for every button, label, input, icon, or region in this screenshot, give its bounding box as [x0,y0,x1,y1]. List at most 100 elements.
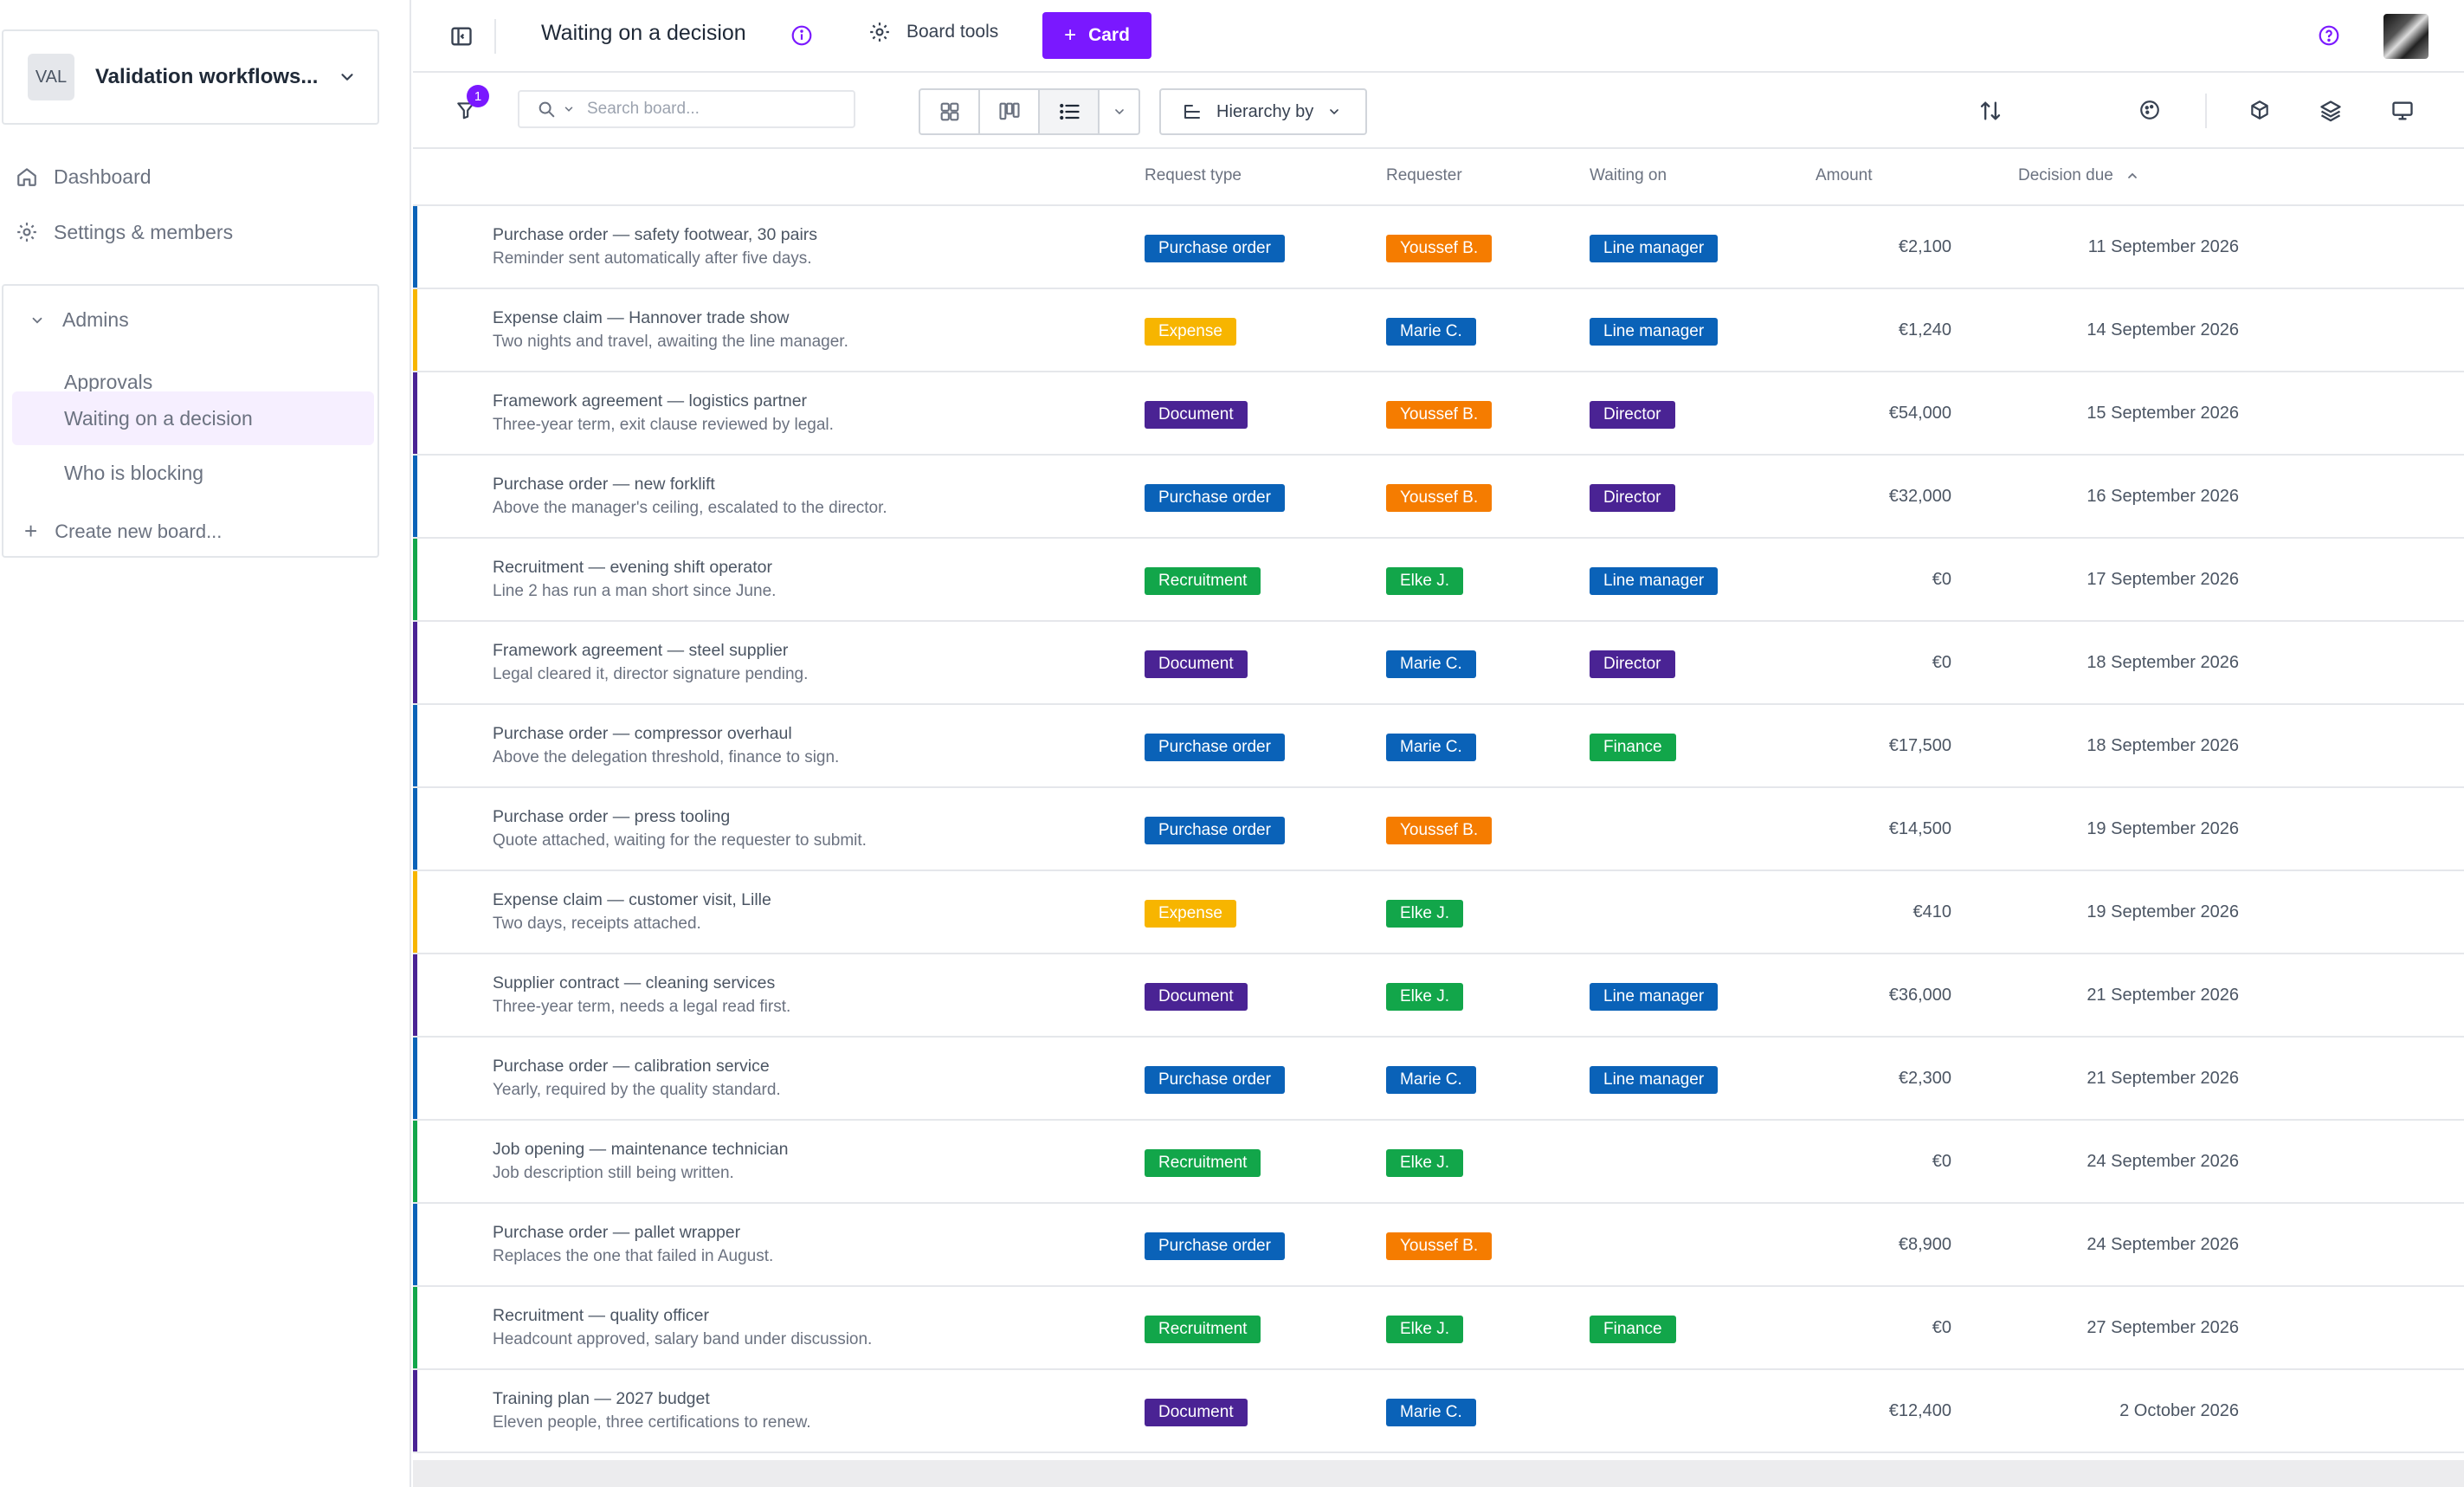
requester-tag[interactable]: Youssef B. [1386,817,1493,844]
group-header[interactable]: Admins [29,308,129,332]
waiting-on-tag[interactable]: Line manager [1590,235,1719,262]
hierarchy-by-button[interactable]: Hierarchy by [1159,88,1367,135]
table-row[interactable]: Supplier contract — cleaning services Thr… [413,954,2464,1038]
column-decision-due[interactable]: Decision due [2018,166,2139,185]
add-card-button[interactable]: + Card [1042,12,1151,59]
column-amount[interactable]: Amount [1816,166,1872,185]
requester-tag[interactable]: Elke J. [1386,567,1464,595]
requester-tag[interactable]: Elke J. [1386,900,1464,928]
column-request-type[interactable]: Request type [1145,166,1242,185]
request-type-tag[interactable]: Document [1145,983,1248,1011]
waiting-on-tag[interactable]: Line manager [1590,318,1719,346]
table-row[interactable]: Purchase order — safety footwear, 30 pai… [413,206,2464,289]
waiting-on-tag[interactable]: Director [1590,650,1675,678]
request-type-tag[interactable]: Purchase order [1145,817,1285,844]
request-type-tag[interactable]: Document [1145,1399,1248,1426]
avatar[interactable] [2383,14,2429,59]
card-title[interactable]: Supplier contract — cleaning services [493,973,776,992]
request-type-tag[interactable]: Purchase order [1145,1232,1285,1260]
card-title[interactable]: Purchase order — new forklift [493,475,715,494]
chevron-down-icon[interactable] [563,103,575,115]
help-icon[interactable] [2318,24,2340,47]
card-title[interactable]: Purchase order — safety footwear, 30 pai… [493,225,818,244]
board-waiting-on-a-decision[interactable]: Waiting on a decision [12,391,374,445]
requester-tag[interactable]: Marie C. [1386,650,1476,678]
table-row[interactable]: Recruitment — evening shift operator Line… [413,539,2464,622]
card-title[interactable]: Purchase order — press tooling [493,807,731,826]
request-type-tag[interactable]: Purchase order [1145,734,1285,761]
table-row[interactable]: Purchase order — new forklift Above the m… [413,456,2464,539]
view-dropdown-button[interactable] [1100,90,1138,133]
table-row[interactable]: Expense claim — Hannover trade show Two n… [413,289,2464,372]
requester-tag[interactable]: Marie C. [1386,1066,1476,1094]
requester-tag[interactable]: Marie C. [1386,734,1476,761]
board-approvals[interactable]: Approvals [12,355,374,409]
request-type-tag[interactable]: Recruitment [1145,1149,1261,1177]
requester-tag[interactable]: Elke J. [1386,1149,1464,1177]
waiting-on-tag[interactable]: Finance [1590,1316,1676,1343]
table-row[interactable]: Framework agreement — steel supplier Lega… [413,622,2464,705]
list-view-button[interactable] [1040,90,1100,133]
workspace-switcher[interactable]: VAL Validation workflows... [2,29,379,125]
column-waiting-on[interactable]: Waiting on [1590,166,1667,185]
card-title[interactable]: Recruitment — evening shift operator [493,558,772,577]
card-title[interactable]: Recruitment — quality officer [493,1306,709,1325]
board-who-is-blocking[interactable]: Who is blocking [12,446,374,500]
requester-tag[interactable]: Marie C. [1386,1399,1476,1426]
waiting-on-tag[interactable]: Line manager [1590,567,1719,595]
table-row[interactable]: Purchase order — compressor overhaul Abov… [413,705,2464,788]
layers-icon[interactable] [2319,99,2343,123]
requester-tag[interactable]: Youssef B. [1386,484,1493,512]
requester-tag[interactable]: Youssef B. [1386,401,1493,429]
request-type-tag[interactable]: Recruitment [1145,567,1261,595]
sort-icon[interactable] [1978,99,2003,123]
search-box[interactable] [518,90,855,128]
card-title[interactable]: Purchase order — compressor overhaul [493,724,792,743]
cube-icon[interactable] [2248,99,2271,121]
waiting-on-tag[interactable]: Director [1590,401,1675,429]
request-type-tag[interactable]: Recruitment [1145,1316,1261,1343]
card-title[interactable]: Framework agreement — steel supplier [493,641,789,660]
grid-view-button[interactable] [920,90,980,133]
nav-settings-members[interactable]: Settings & members [16,215,233,249]
card-title[interactable]: Job opening — maintenance technician [493,1140,789,1159]
card-title[interactable]: Expense claim — customer visit, Lille [493,890,771,909]
table-row[interactable]: Purchase order — calibration service Year… [413,1038,2464,1121]
request-type-tag[interactable]: Purchase order [1145,484,1285,512]
table-row[interactable]: Purchase order — press tooling Quote atta… [413,788,2464,871]
monitor-icon[interactable] [2390,99,2415,123]
requester-tag[interactable]: Youssef B. [1386,1232,1493,1260]
create-new-board[interactable]: + Create new board... [24,518,222,545]
column-requester[interactable]: Requester [1386,166,1462,185]
table-row[interactable]: Expense claim — customer visit, Lille Two… [413,871,2464,954]
card-title[interactable]: Training plan — 2027 budget [493,1389,710,1408]
table-row[interactable]: Job opening — maintenance technician Job … [413,1121,2464,1204]
waiting-on-tag[interactable]: Finance [1590,734,1676,761]
request-type-tag[interactable]: Purchase order [1145,1066,1285,1094]
palette-icon[interactable] [2138,99,2161,121]
requester-tag[interactable]: Elke J. [1386,1316,1464,1343]
request-type-tag[interactable]: Purchase order [1145,235,1285,262]
sidebar-toggle-icon[interactable] [449,24,474,48]
waiting-on-tag[interactable]: Director [1590,484,1675,512]
nav-dashboard[interactable]: Dashboard [16,159,152,194]
table-row[interactable]: Training plan — 2027 budget Eleven people… [413,1370,2464,1453]
card-title[interactable]: Framework agreement — logistics partner [493,391,808,411]
kanban-view-button[interactable] [980,90,1040,133]
waiting-on-tag[interactable]: Line manager [1590,983,1719,1011]
table-row[interactable]: Framework agreement — logistics partner T… [413,372,2464,456]
table-row[interactable]: Recruitment — quality officer Headcount a… [413,1287,2464,1370]
requester-tag[interactable]: Marie C. [1386,318,1476,346]
search-input[interactable] [587,100,777,119]
card-title[interactable]: Purchase order — calibration service [493,1057,770,1076]
table-row[interactable]: Purchase order — pallet wrapper Replaces … [413,1204,2464,1287]
request-type-tag[interactable]: Document [1145,401,1248,429]
request-type-tag[interactable]: Expense [1145,900,1236,928]
waiting-on-tag[interactable]: Line manager [1590,1066,1719,1094]
horizontal-scrollbar[interactable] [413,1460,2464,1487]
card-title[interactable]: Expense claim — Hannover trade show [493,308,790,327]
requester-tag[interactable]: Elke J. [1386,983,1464,1011]
info-icon[interactable] [790,24,813,47]
card-title[interactable]: Purchase order — pallet wrapper [493,1223,741,1242]
request-type-tag[interactable]: Document [1145,650,1248,678]
